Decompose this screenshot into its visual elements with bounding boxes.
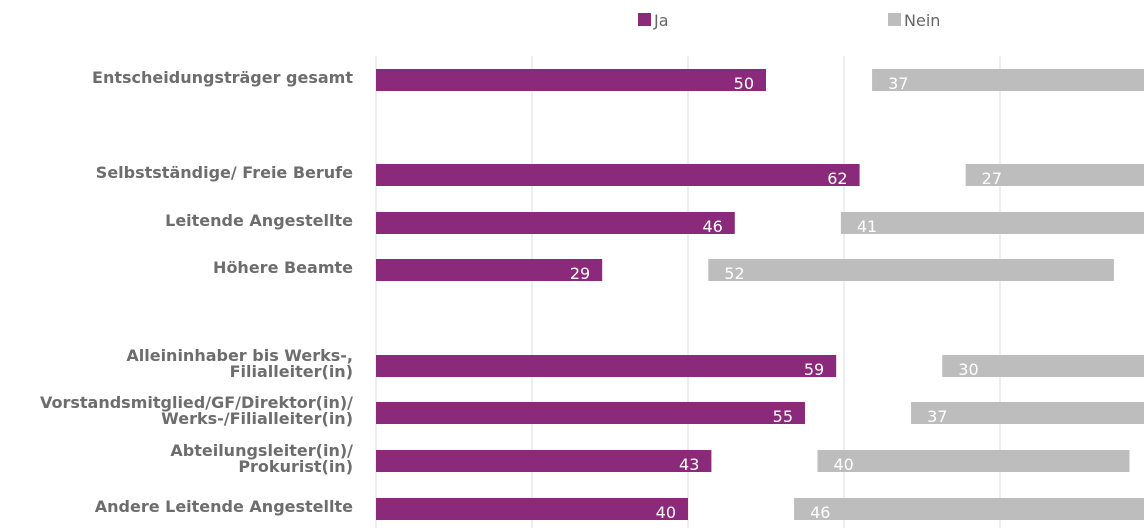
bar-ja bbox=[376, 402, 805, 424]
bar-nein bbox=[840, 212, 1144, 234]
grid-lines bbox=[375, 56, 1001, 528]
data-label-nein: 37 bbox=[888, 74, 908, 93]
data-label-ja: 29 bbox=[570, 264, 590, 283]
data-label-ja: 43 bbox=[679, 455, 699, 474]
data-label-nein: 52 bbox=[724, 264, 744, 283]
category-label: Leitende Angestellte bbox=[165, 211, 353, 230]
category-label: Alleininhaber bis Werks-, Filialleiter(in… bbox=[126, 346, 353, 381]
data-label-ja: 50 bbox=[734, 74, 754, 93]
bar-nein bbox=[942, 355, 1144, 377]
category-label: Selbstständige/ Freie Berufe bbox=[96, 163, 353, 182]
data-label-ja: 55 bbox=[773, 407, 793, 426]
bars: 50 37 62 27 46 41 29 52 59 30 55 37 43 40 40 46 bbox=[376, 69, 1144, 522]
data-label-nein: 30 bbox=[958, 360, 978, 379]
data-label-nein: 41 bbox=[857, 217, 877, 236]
bar-ja bbox=[376, 69, 766, 91]
category-label: Abteilungsleiter(in)/Prokurist(in) bbox=[170, 441, 353, 476]
bar-nein bbox=[817, 450, 1130, 472]
data-label-nein: 27 bbox=[982, 169, 1002, 188]
bar-ja bbox=[376, 164, 860, 186]
bar-nein bbox=[708, 259, 1114, 281]
data-label-ja: 46 bbox=[702, 217, 722, 236]
bar-nein bbox=[965, 164, 1144, 186]
bar-nein bbox=[794, 498, 1144, 520]
bar-ja bbox=[376, 259, 603, 281]
category-labels: Entscheidungsträger gesamt Selbstständige… bbox=[40, 68, 353, 516]
legend-label: Nein bbox=[904, 11, 940, 30]
bar-ja bbox=[376, 450, 712, 472]
category-label: Vorstandsmitglied/GF/Direktor(in)/Werks-… bbox=[40, 393, 353, 428]
legend-label: Ja bbox=[653, 11, 669, 30]
category-label: Höhere Beamte bbox=[213, 258, 353, 277]
category-label: Andere Leitende Angestellte bbox=[95, 497, 353, 516]
bar-nein bbox=[872, 69, 1144, 91]
legend-swatch bbox=[888, 13, 901, 26]
data-label-nein: 37 bbox=[927, 407, 947, 426]
category-label: Entscheidungsträger gesamt bbox=[92, 68, 353, 87]
data-label-nein: 40 bbox=[833, 455, 853, 474]
legend: Ja Nein bbox=[638, 11, 940, 30]
bar-ja bbox=[376, 498, 688, 520]
bar-ja bbox=[376, 355, 837, 377]
bar-nein bbox=[911, 402, 1144, 424]
legend-swatch bbox=[638, 13, 651, 26]
bar-ja bbox=[376, 212, 735, 234]
data-label-ja: 40 bbox=[656, 503, 676, 522]
data-label-ja: 62 bbox=[827, 169, 847, 188]
data-label-ja: 59 bbox=[804, 360, 824, 379]
data-label-nein: 46 bbox=[810, 503, 830, 522]
